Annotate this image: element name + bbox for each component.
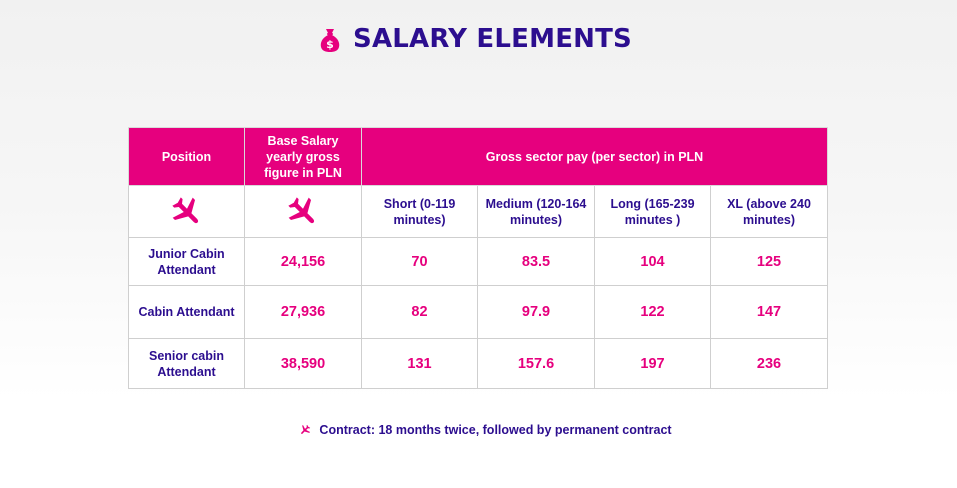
footnote-text: Contract: 18 months twice, followed by p…	[319, 423, 672, 437]
sector-long-header: Long (165-239 minutes )	[594, 185, 711, 238]
sector-medium-header: Medium (120-164 minutes)	[477, 185, 595, 238]
sector-short-header: Short (0-119 minutes)	[361, 185, 478, 238]
table-row: Senior cabin Attendant 38,590 131 157.6 …	[128, 338, 828, 389]
short-pay-value: 70	[361, 237, 478, 286]
airplane-icon	[288, 196, 315, 223]
salary-table: Position Base Salary yearly gross figure…	[128, 127, 828, 389]
footnote: Contract: 18 months twice, followed by p…	[0, 423, 957, 441]
long-pay-value: 104	[594, 237, 711, 286]
xl-pay-value: 147	[710, 285, 828, 339]
medium-pay-value: 157.6	[477, 338, 595, 389]
base-salary-value: 24,156	[244, 237, 362, 286]
position-icon-cell	[128, 185, 245, 238]
sector-xl-header: XL (above 240 minutes)	[710, 185, 828, 238]
position-name: Senior cabin Attendant	[128, 338, 245, 389]
position-name: Cabin Attendant	[128, 285, 245, 339]
position-header: Position	[128, 127, 245, 186]
page-title-group: $ SALARY ELEMENTS	[319, 22, 632, 56]
page-title-bar: $ SALARY ELEMENTS	[0, 22, 957, 56]
base-salary-value: 27,936	[244, 285, 362, 339]
short-pay-value: 82	[361, 285, 478, 339]
long-pay-value: 197	[594, 338, 711, 389]
xl-pay-value: 125	[710, 237, 828, 286]
long-pay-value: 122	[594, 285, 711, 339]
airplane-icon	[171, 196, 198, 223]
svg-text:$: $	[326, 38, 334, 51]
base-salary-value: 38,590	[244, 338, 362, 389]
position-name: Junior Cabin Attendant	[128, 237, 245, 286]
sector-pay-header: Gross sector pay (per sector) in PLN	[361, 127, 828, 186]
medium-pay-value: 97.9	[477, 285, 595, 339]
base-salary-icon-cell	[244, 185, 362, 238]
xl-pay-value: 236	[710, 338, 828, 389]
table-subheader-row: Short (0-119 minutes) Medium (120-164 mi…	[128, 185, 828, 238]
footnote-group: Contract: 18 months twice, followed by p…	[299, 423, 672, 437]
short-pay-value: 131	[361, 338, 478, 389]
page-title: SALARY ELEMENTS	[353, 24, 632, 54]
airplane-icon	[301, 424, 311, 434]
base-salary-header: Base Salary yearly gross figure in PLN	[244, 127, 362, 186]
table-row: Junior Cabin Attendant 24,156 70 83.5 10…	[128, 237, 828, 286]
money-bag-icon: $	[319, 27, 341, 53]
medium-pay-value: 83.5	[477, 237, 595, 286]
table-header-row: Position Base Salary yearly gross figure…	[128, 127, 828, 186]
table-row: Cabin Attendant 27,936 82 97.9 122 147	[128, 285, 828, 339]
